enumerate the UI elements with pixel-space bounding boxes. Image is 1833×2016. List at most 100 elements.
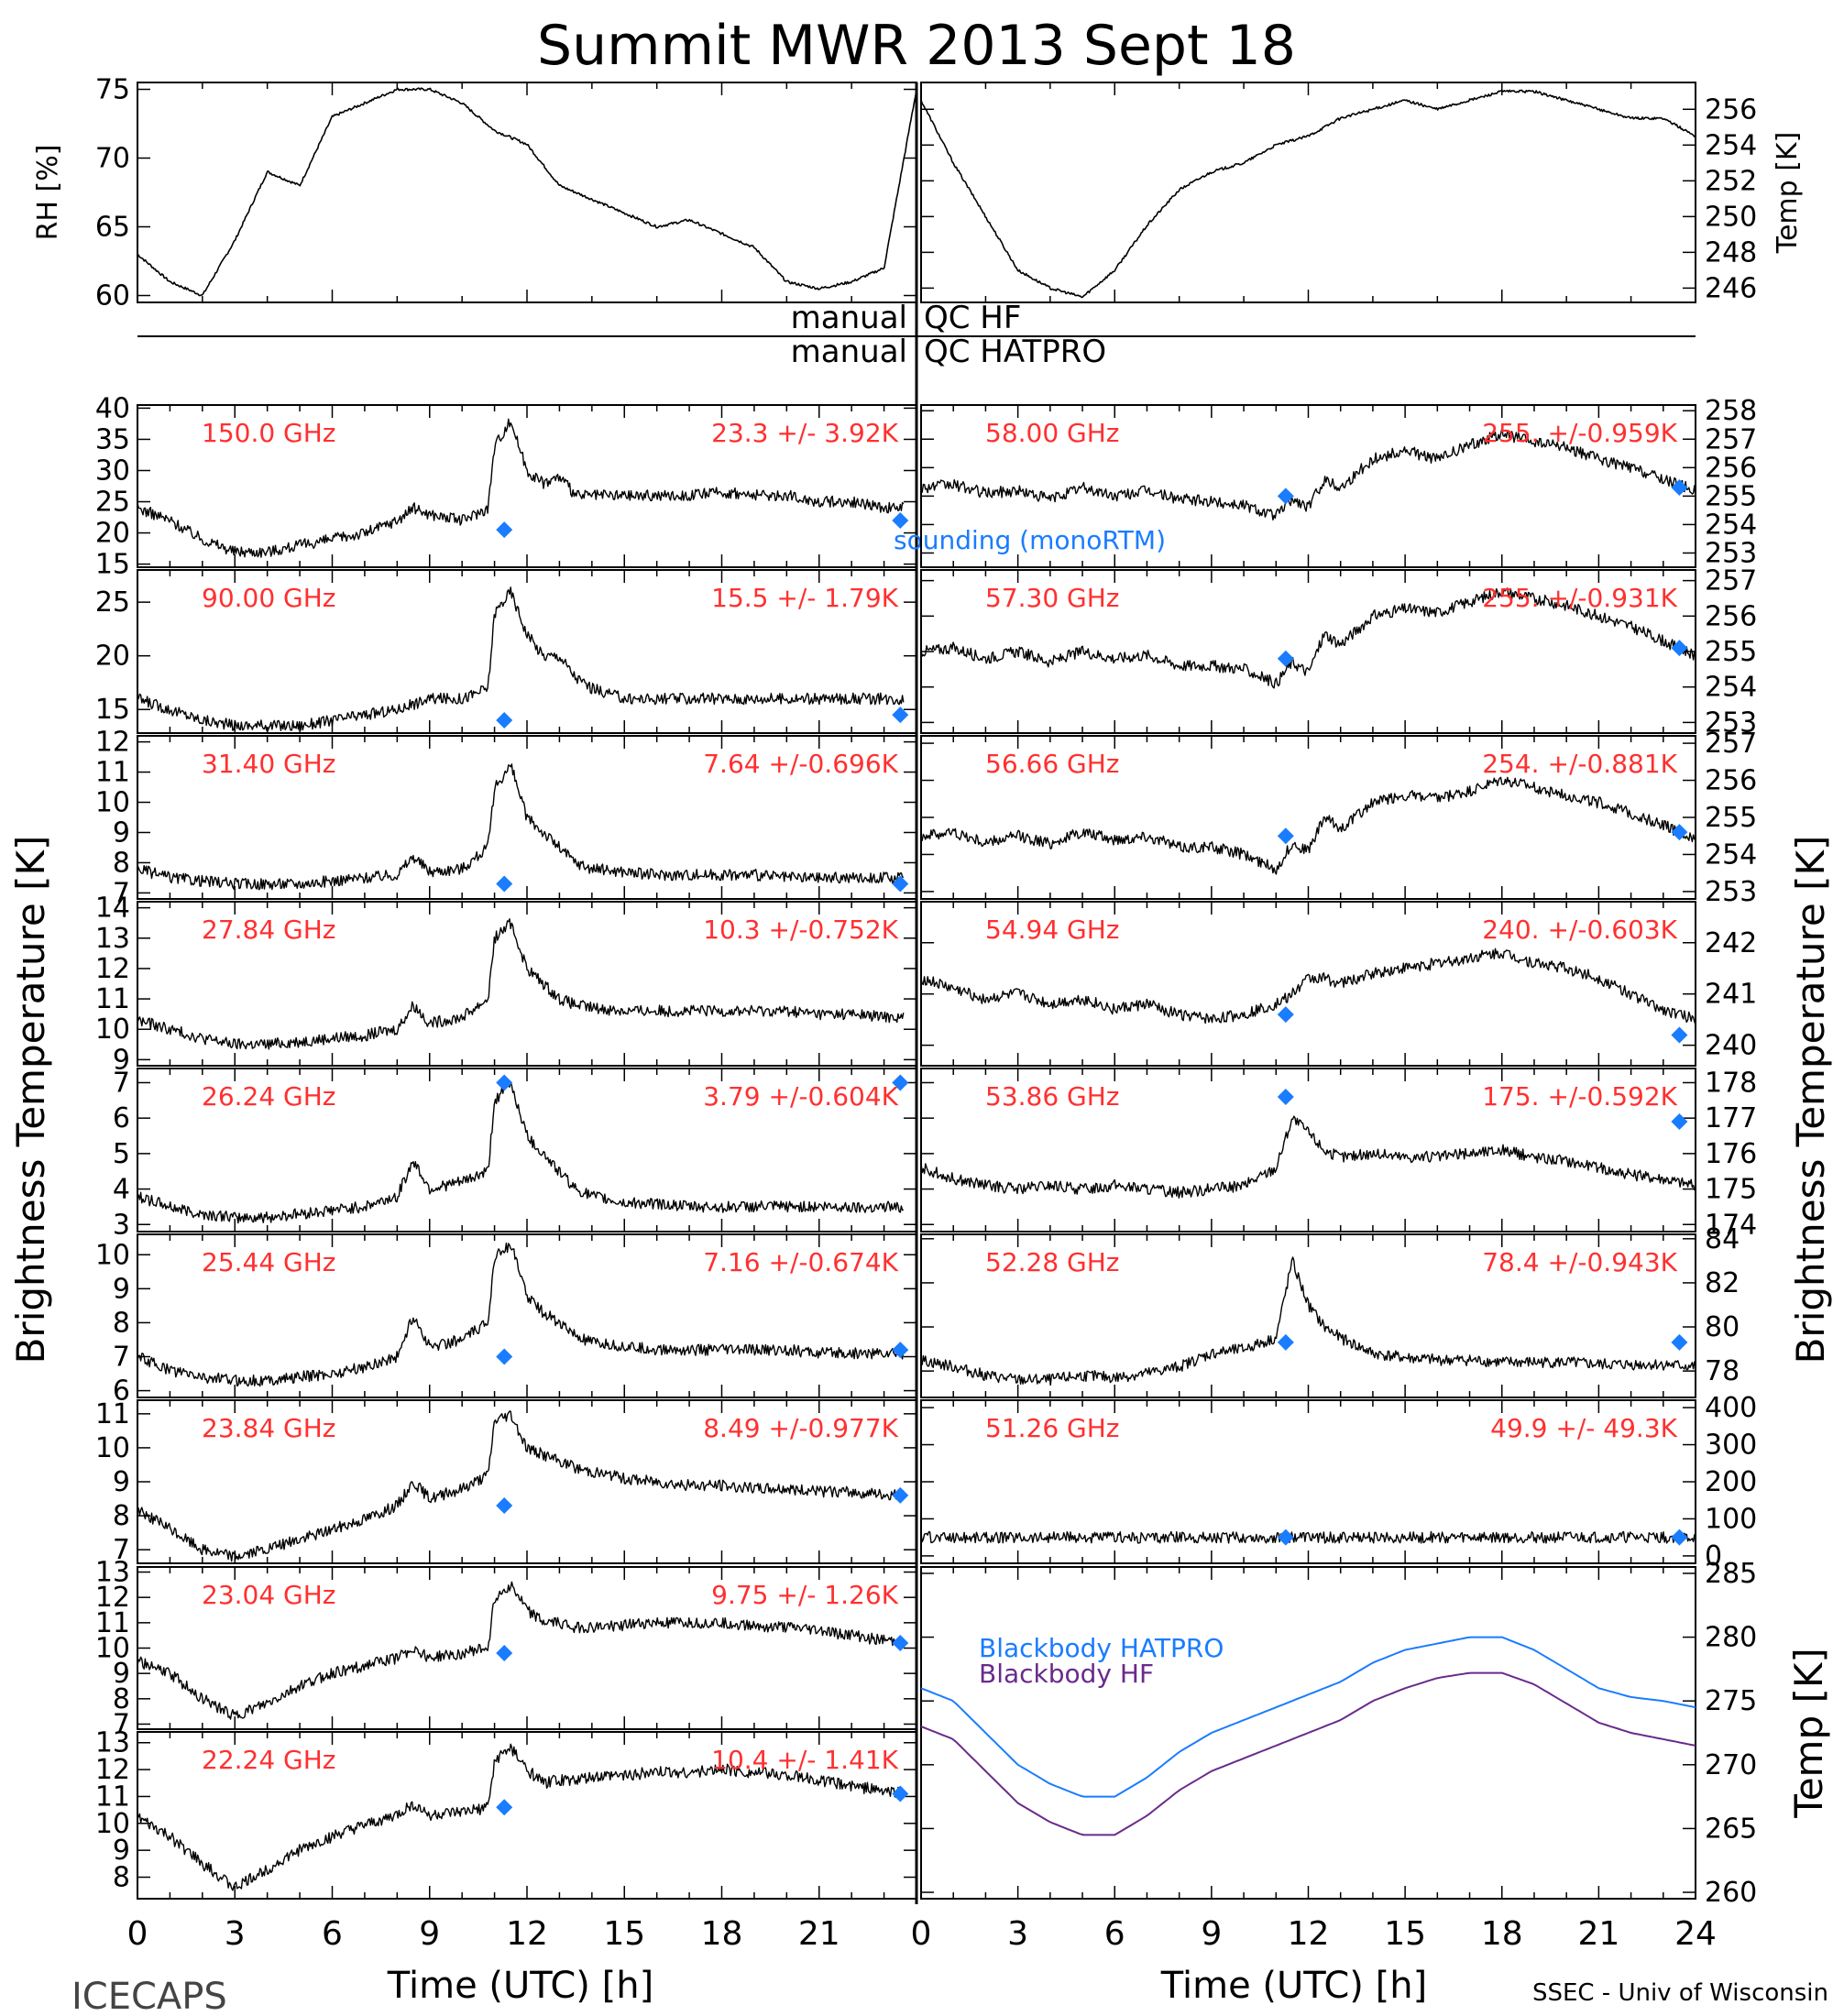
y-tick-label: 11 — [95, 1780, 130, 1813]
qc-line2-right: QC HATPRO — [924, 334, 1106, 370]
y-tick-label: 5 — [113, 1138, 130, 1170]
stat-label: 10.3 +/-0.752K — [703, 915, 898, 945]
y-tick-label: 255 — [1705, 480, 1757, 512]
y-tick-label: 8 — [113, 1683, 130, 1715]
panel-y-label: RH [%] — [32, 145, 64, 241]
y-tick-label: 10 — [95, 1432, 130, 1464]
sounding-marker — [1671, 1528, 1688, 1546]
series-line — [920, 1256, 1696, 1386]
sounding-marker — [1277, 827, 1294, 845]
y-tick-label: 8 — [113, 847, 130, 879]
y-tick-label: 280 — [1705, 1622, 1757, 1654]
y-tick-label: 13 — [95, 1727, 130, 1759]
y-tick-label: 10 — [95, 1239, 130, 1271]
y-tick-label: 20 — [95, 518, 130, 550]
y-tick-label: 15 — [95, 694, 130, 726]
stat-label: 254. +/-0.881K — [1482, 749, 1677, 779]
y-tick-label: 11 — [95, 1607, 130, 1639]
y-tick-label: 13 — [95, 923, 130, 955]
series-line — [137, 1080, 905, 1224]
sounding-marker — [496, 875, 513, 893]
x-tick-label: 6 — [322, 1915, 343, 1953]
legend-entry: Blackbody HATPRO — [979, 1633, 1224, 1663]
series-line — [137, 1581, 905, 1720]
y-tick-label: 248 — [1705, 236, 1757, 268]
frequency-label: 27.84 GHz — [202, 915, 336, 945]
frequency-label: 26.24 GHz — [202, 1081, 336, 1112]
y-tick-label: 174 — [1705, 1209, 1757, 1241]
x-tick-label: 18 — [1481, 1915, 1523, 1953]
frequency-label: 58.00 GHz — [985, 418, 1120, 448]
sounding-marker — [1277, 488, 1294, 505]
y-tick-label: 35 — [95, 423, 130, 455]
y-tick-label: 9 — [113, 1044, 130, 1076]
sounding-marker — [892, 1486, 909, 1504]
y-tick-label: 246 — [1705, 272, 1757, 304]
y-tick-label: 15 — [95, 549, 130, 581]
y-tick-label: 40 — [95, 392, 130, 424]
qc-line1-right: QC HF — [924, 300, 1021, 336]
sounding-marker — [892, 875, 909, 893]
y-tick-label: 242 — [1705, 927, 1757, 959]
y-tick-label: 260 — [1705, 1877, 1757, 1909]
sounding-marker — [892, 1634, 909, 1651]
stat-label: 23.3 +/- 3.92K — [711, 418, 898, 448]
y-tick-label: 10 — [95, 787, 130, 819]
x-tick-label: 9 — [1201, 1915, 1222, 1953]
y-tick-label: 176 — [1705, 1138, 1757, 1170]
y-tick-label: 9 — [113, 1658, 130, 1690]
series-line — [920, 89, 1696, 299]
y-tick-label: 60 — [95, 280, 130, 312]
y-tick-label: 9 — [113, 1273, 130, 1305]
x-tick-label: 6 — [1104, 1915, 1125, 1953]
y-tick-label: 11 — [95, 983, 130, 1015]
series-line — [137, 586, 905, 732]
legend-entry: Blackbody HF — [979, 1659, 1154, 1689]
frequency-label: 150.0 GHz — [202, 418, 336, 448]
sounding-marker — [496, 1645, 513, 1662]
series-line — [920, 776, 1696, 875]
y-tick-label: 12 — [95, 1754, 130, 1786]
frequency-label: 25.44 GHz — [202, 1247, 336, 1277]
sounding-marker — [1277, 650, 1294, 667]
y-tick-label: 253 — [1705, 876, 1757, 908]
sounding-marker — [1277, 1088, 1294, 1105]
sounding-marker — [1671, 1026, 1688, 1044]
series-line — [920, 427, 1696, 520]
y-tick-label: 300 — [1705, 1430, 1757, 1462]
y-tick-label: 9 — [113, 816, 130, 849]
series-line — [137, 1410, 905, 1562]
y-tick-label: 270 — [1705, 1749, 1757, 1781]
panel-y-label: Temp [K] — [1772, 132, 1804, 255]
y-tick-label: 9 — [113, 1835, 130, 1867]
panel-90-00: 15 20 25 90.00 GHz 15.5 +/- 1.79K — [95, 569, 917, 734]
panel-56-66: 253 254 255 256 257 56.66 GHz 254. +/-0.881K — [920, 728, 1757, 908]
sounding-marker — [496, 1348, 513, 1365]
sounding-marker — [892, 1074, 909, 1091]
y-tick-label: 178 — [1705, 1067, 1757, 1099]
y-tick-label: 4 — [113, 1174, 130, 1206]
y-tick-label: 177 — [1705, 1102, 1757, 1134]
panel-26-24: 34 5 67 26.24 GHz 3.79 +/-0.604K — [113, 1067, 917, 1241]
y-tick-label: 256 — [1705, 93, 1757, 126]
stat-label: 175. +/-0.592K — [1482, 1081, 1677, 1112]
y-tick-label: 256 — [1705, 765, 1757, 797]
y-tick-label: 70 — [95, 143, 130, 175]
y-tick-label: 241 — [1705, 979, 1757, 1011]
y-tick-label: 100 — [1705, 1503, 1757, 1535]
y-tick-label: 254 — [1705, 838, 1757, 871]
y-tick-label: 7 — [113, 877, 130, 909]
y-tick-label: 20 — [95, 641, 130, 673]
x-tick-label: 0 — [127, 1915, 148, 1953]
x-tick-label: 15 — [1384, 1915, 1426, 1953]
series-line — [137, 1242, 905, 1387]
y-tick-label: 257 — [1705, 565, 1757, 597]
y-tick-label: 25 — [95, 487, 130, 519]
